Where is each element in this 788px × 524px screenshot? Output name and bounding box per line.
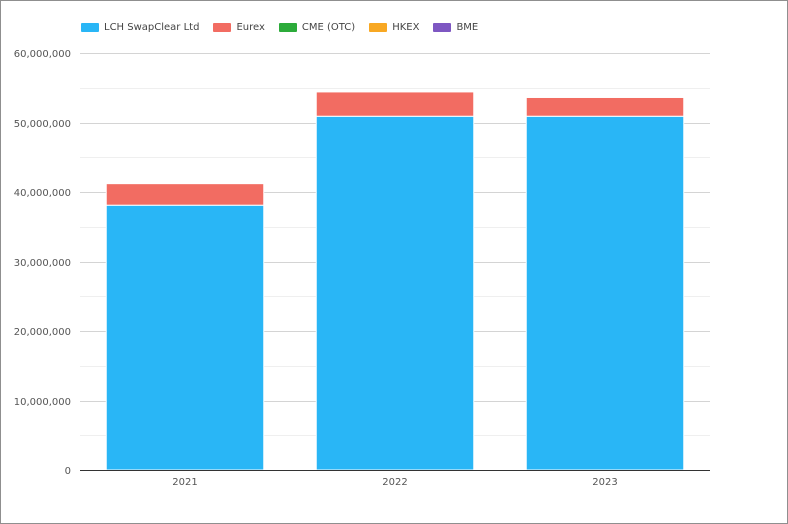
legend-item-cme-otc[interactable]: CME (OTC): [278, 22, 356, 33]
bar-segment: [315, 91, 475, 117]
bar-segment: [525, 115, 685, 471]
legend-item-eurex[interactable]: Eurex: [213, 22, 265, 33]
legend-swatch-icon: [81, 23, 99, 32]
legend-item-hkex[interactable]: HKEX: [369, 22, 419, 33]
y-tick-label: 30,000,000: [14, 258, 71, 269]
y-tick-label: 0: [65, 466, 71, 477]
x-tick-label: 2023: [592, 477, 617, 488]
x-tick-label: 2022: [382, 477, 407, 488]
y-tick-label: 60,000,000: [14, 49, 71, 60]
y-tick-label: 10,000,000: [14, 397, 71, 408]
y-tick-label: 40,000,000: [14, 188, 71, 199]
legend-swatch-icon: [433, 23, 452, 32]
legend-swatch-icon: [369, 23, 388, 32]
legend-swatch-icon: [213, 23, 232, 32]
bar-segment: [105, 204, 265, 471]
y-tick-label: 50,000,000: [14, 119, 71, 130]
legend-item-lch-swapclear[interactable]: LCH SwapClear Ltd: [81, 22, 199, 33]
y-tick-label: 20,000,000: [14, 327, 71, 338]
legend-label: Eurex: [236, 22, 265, 33]
x-tick-label: 2021: [172, 477, 197, 488]
legend-label: LCH SwapClear Ltd: [104, 22, 200, 33]
bar-segment: [525, 96, 685, 117]
legend-swatch-icon: [278, 23, 297, 32]
bar-segment: [105, 183, 265, 206]
legend-label: CME (OTC): [301, 22, 356, 33]
legend-label: HKEX: [392, 22, 420, 33]
legend-label: BME: [456, 22, 479, 33]
chart-legend: LCH SwapClear Ltd Eurex CME (OTC) HKEX B…: [81, 22, 492, 33]
bar-segment: [315, 115, 475, 471]
legend-item-bme[interactable]: BME: [433, 22, 478, 33]
